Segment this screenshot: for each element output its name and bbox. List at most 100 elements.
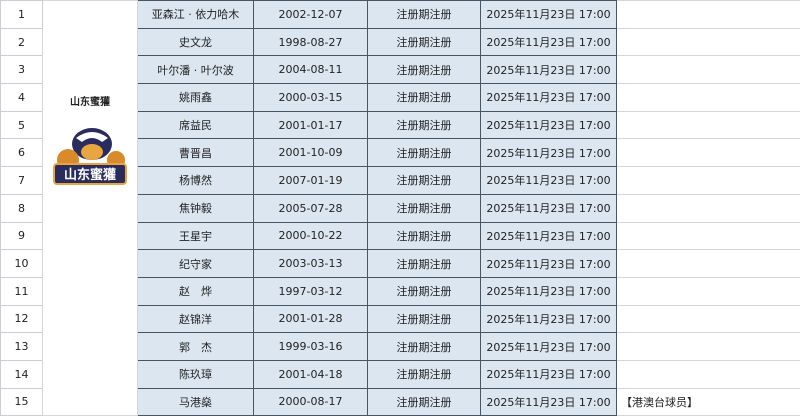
- player-name: 亚森江 · 依力哈木: [137, 0, 254, 29]
- birth-date: 2007-01-19: [253, 166, 368, 195]
- table-row: 12 赵锦洋 2001-01-28 注册期注册 2025年11月23日 17:00: [0, 304, 800, 334]
- registration-type: 注册期注册: [367, 166, 481, 195]
- player-name: 姚雨鑫: [137, 83, 254, 112]
- note: [616, 138, 800, 168]
- birth-date: 2003-03-13: [253, 249, 368, 278]
- row-number: 13: [0, 332, 43, 361]
- registration-type: 注册期注册: [367, 387, 481, 416]
- table-row: 8 焦钟毅 2005-07-28 注册期注册 2025年11月23日 17:00: [0, 193, 800, 223]
- note: [616, 221, 800, 251]
- note: 【港澳台球员】: [616, 387, 800, 416]
- registration-type: 注册期注册: [367, 55, 481, 85]
- registration-type: 注册期注册: [367, 138, 481, 168]
- birth-date: 2000-08-17: [253, 387, 368, 416]
- note: [616, 304, 800, 334]
- registration-time: 2025年11月23日 17:00: [480, 138, 617, 168]
- registration-time: 2025年11月23日 17:00: [480, 83, 617, 112]
- registration-time: 2025年11月23日 17:00: [480, 27, 617, 57]
- team-cell: 山东蜜獾 山东蜜獾: [42, 0, 138, 416]
- row-number: 3: [0, 55, 43, 85]
- player-name: 席益民: [137, 110, 254, 140]
- player-name: 史文龙: [137, 27, 254, 57]
- registration-type: 注册期注册: [367, 193, 481, 223]
- note: [616, 110, 800, 140]
- note: [616, 55, 800, 85]
- birth-date: 2001-04-18: [253, 359, 368, 389]
- registration-time: 2025年11月23日 17:00: [480, 387, 617, 416]
- player-name: 曹晋昌: [137, 138, 254, 168]
- player-name: 赵锦洋: [137, 304, 254, 334]
- table-row: 6 曹晋昌 2001-10-09 注册期注册 2025年11月23日 17:00: [0, 138, 800, 168]
- row-number: 7: [0, 166, 43, 195]
- registration-time: 2025年11月23日 17:00: [480, 193, 617, 223]
- registration-type: 注册期注册: [367, 304, 481, 334]
- player-name: 赵 烨: [137, 276, 254, 306]
- player-name: 马港燊: [137, 387, 254, 416]
- birth-date: 1998-08-27: [253, 27, 368, 57]
- player-name: 郭 杰: [137, 332, 254, 361]
- row-number: 5: [0, 110, 43, 140]
- row-number: 6: [0, 138, 43, 168]
- table-row: 2 史文龙 1998-08-27 注册期注册 2025年11月23日 17:00: [0, 27, 800, 57]
- row-number: 14: [0, 359, 43, 389]
- row-number: 15: [0, 387, 43, 416]
- note: [616, 166, 800, 195]
- birth-date: 2001-01-28: [253, 304, 368, 334]
- registration-time: 2025年11月23日 17:00: [480, 276, 617, 306]
- table-row: 14 陈玖璋 2001-04-18 注册期注册 2025年11月23日 17:00: [0, 359, 800, 389]
- registration-type: 注册期注册: [367, 359, 481, 389]
- registration-type: 注册期注册: [367, 221, 481, 251]
- birth-date: 2002-12-07: [253, 0, 368, 29]
- registration-time: 2025年11月23日 17:00: [480, 166, 617, 195]
- note: [616, 249, 800, 278]
- registration-type: 注册期注册: [367, 332, 481, 361]
- table-row: 13 郭 杰 1999-03-16 注册期注册 2025年11月23日 17:00: [0, 332, 800, 361]
- table-row: 7 杨博然 2007-01-19 注册期注册 2025年11月23日 17:00: [0, 166, 800, 195]
- birth-date: 2001-10-09: [253, 138, 368, 168]
- birth-date: 2000-10-22: [253, 221, 368, 251]
- row-number: 12: [0, 304, 43, 334]
- note: [616, 359, 800, 389]
- player-name: 王星宇: [137, 221, 254, 251]
- registration-type: 注册期注册: [367, 249, 481, 278]
- svg-text:山东蜜獾: 山东蜜獾: [64, 167, 116, 183]
- registration-type: 注册期注册: [367, 83, 481, 112]
- registration-time: 2025年11月23日 17:00: [480, 332, 617, 361]
- player-name: 焦钟毅: [137, 193, 254, 223]
- birth-date: 1999-03-16: [253, 332, 368, 361]
- table-row: 15 马港燊 2000-08-17 注册期注册 2025年11月23日 17:00…: [0, 387, 800, 416]
- birth-date: 2000-03-15: [253, 83, 368, 112]
- player-name: 纪守家: [137, 249, 254, 278]
- row-number: 9: [0, 221, 43, 251]
- note: [616, 0, 800, 29]
- player-name: 叶尔潘 · 叶尔波: [137, 55, 254, 85]
- registration-time: 2025年11月23日 17:00: [480, 110, 617, 140]
- table-row: 5 席益民 2001-01-17 注册期注册 2025年11月23日 17:00: [0, 110, 800, 140]
- table-row: 11 赵 烨 1997-03-12 注册期注册 2025年11月23日 17:00: [0, 276, 800, 306]
- row-number: 4: [0, 83, 43, 112]
- table-row: 4 姚雨鑫 2000-03-15 注册期注册 2025年11月23日 17:00: [0, 83, 800, 112]
- team-name: 山东蜜獾: [70, 97, 110, 108]
- registration-type: 注册期注册: [367, 0, 481, 29]
- note: [616, 332, 800, 361]
- team-logo-badger-icon: 山东蜜獾: [53, 128, 127, 185]
- registration-time: 2025年11月23日 17:00: [480, 304, 617, 334]
- registration-time: 2025年11月23日 17:00: [480, 0, 617, 29]
- row-number: 10: [0, 249, 43, 278]
- birth-date: 2004-08-11: [253, 55, 368, 85]
- registration-type: 注册期注册: [367, 27, 481, 57]
- player-name: 陈玖璋: [137, 359, 254, 389]
- note: [616, 27, 800, 57]
- birth-date: 2005-07-28: [253, 193, 368, 223]
- registration-time: 2025年11月23日 17:00: [480, 221, 617, 251]
- birth-date: 1997-03-12: [253, 276, 368, 306]
- note: [616, 276, 800, 306]
- registration-type: 注册期注册: [367, 276, 481, 306]
- table-row: 9 王星宇 2000-10-22 注册期注册 2025年11月23日 17:00: [0, 221, 800, 251]
- registration-time: 2025年11月23日 17:00: [480, 359, 617, 389]
- note: [616, 193, 800, 223]
- row-number: 11: [0, 276, 43, 306]
- table-row: 3 叶尔潘 · 叶尔波 2004-08-11 注册期注册 2025年11月23日 …: [0, 55, 800, 85]
- row-number: 1: [0, 0, 43, 29]
- player-name: 杨博然: [137, 166, 254, 195]
